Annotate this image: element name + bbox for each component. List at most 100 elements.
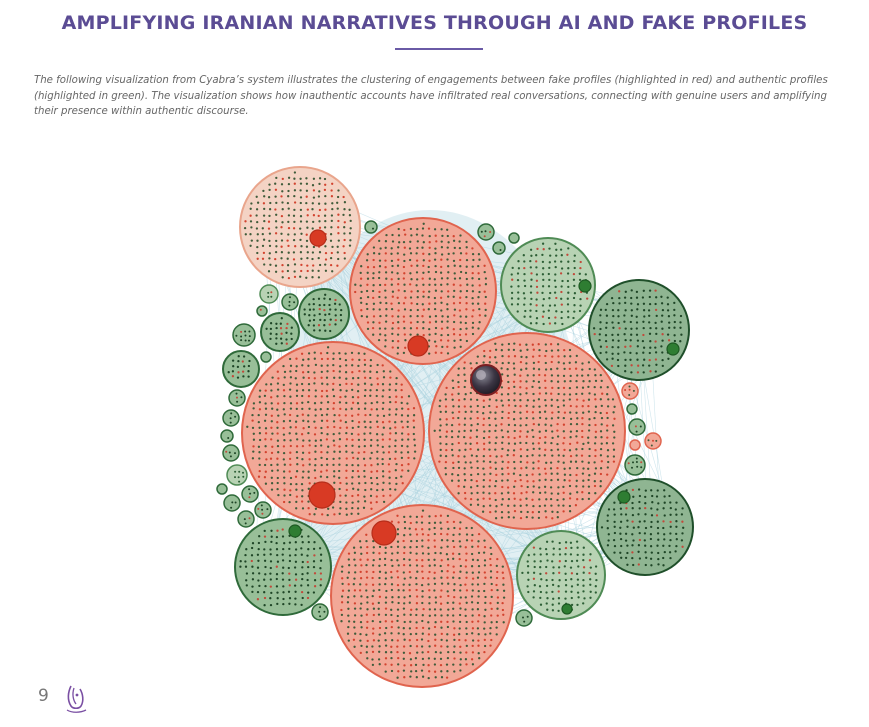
profile-dot <box>606 429 609 432</box>
profile-dot <box>601 392 604 395</box>
profile-dot <box>476 558 479 562</box>
profile-dot <box>568 348 572 352</box>
profile-dot <box>600 404 603 408</box>
profile-dot <box>397 589 400 592</box>
profile-dot <box>446 283 449 286</box>
profile-dot <box>458 527 462 530</box>
profile-dot <box>569 422 573 426</box>
profile-dot <box>535 273 539 276</box>
profile-dot <box>285 342 288 345</box>
profile-dot <box>363 363 367 366</box>
profile-dot <box>631 556 634 560</box>
profile-dot <box>337 257 340 261</box>
profile-dot <box>535 266 538 269</box>
profile-dot <box>268 214 271 218</box>
profile-dot <box>434 596 437 599</box>
profile-dot <box>434 601 438 604</box>
profile-dot <box>275 548 279 551</box>
profile-dot <box>548 304 552 307</box>
profile-dot <box>382 475 385 478</box>
profile-dot <box>428 234 431 238</box>
profile-dot <box>433 307 437 311</box>
profile-dot <box>530 297 533 301</box>
profile-dot <box>382 494 385 498</box>
profile-dot <box>552 597 555 600</box>
profile-dot <box>331 182 334 185</box>
profile-dot <box>464 546 467 549</box>
profile-dot <box>465 651 468 654</box>
profile-dot <box>588 418 591 421</box>
profile-dot <box>450 479 454 482</box>
profile-dot <box>376 488 379 492</box>
profile-dot <box>388 388 391 391</box>
profile-dot <box>350 512 353 515</box>
profile-dot <box>403 246 406 249</box>
profile-dot <box>562 430 565 433</box>
profile-dot <box>280 245 283 248</box>
profile-dot <box>573 266 576 270</box>
profile-dot <box>637 364 640 367</box>
profile-dot <box>458 277 462 280</box>
profile-dot <box>314 457 317 461</box>
profile-dot <box>635 461 638 463</box>
profile-dot <box>372 551 375 554</box>
profile-dot <box>356 390 360 393</box>
profile-dot <box>607 398 610 401</box>
profile-dot <box>263 263 266 266</box>
profile-dot <box>274 182 277 185</box>
profile-dot <box>428 608 431 611</box>
profile-dot <box>631 488 635 492</box>
profile-dot <box>359 570 362 574</box>
profile-dot <box>439 271 443 274</box>
profile-dot <box>440 589 443 592</box>
profile-dot <box>446 352 450 355</box>
profile-dot <box>480 230 483 233</box>
profile-dot <box>581 491 584 494</box>
profile-dot <box>647 439 650 442</box>
profile-dot <box>581 447 584 451</box>
profile-dot <box>317 276 321 279</box>
profile-dot <box>371 619 374 623</box>
profile-dot <box>421 595 424 598</box>
profile-dot <box>427 583 430 586</box>
profile-dot <box>365 315 369 318</box>
profile-dot <box>513 373 516 376</box>
profile-dot <box>458 246 462 250</box>
profile-dot <box>446 258 449 261</box>
profile-dot <box>648 358 651 362</box>
profile-dot <box>581 386 585 389</box>
profile-dot <box>352 638 356 641</box>
profile-dot <box>428 253 431 256</box>
profile-dot <box>624 301 627 305</box>
profile-dot <box>439 410 442 414</box>
profile-dot <box>257 420 260 424</box>
profile-dot <box>471 290 475 293</box>
profile-dot <box>520 510 523 514</box>
profile-dot <box>403 534 406 537</box>
profile-dot <box>270 414 273 417</box>
profile-dot <box>307 324 310 327</box>
profile-dot <box>289 451 292 454</box>
profile-dot <box>339 407 342 411</box>
profile-dot <box>319 475 323 478</box>
profile-dot <box>416 333 419 336</box>
profile-dot <box>526 585 529 588</box>
profile-dot <box>459 234 462 237</box>
profile-dot <box>476 422 479 426</box>
profile-dot <box>675 538 678 541</box>
profile-dot <box>343 221 346 224</box>
profile-dot <box>396 583 400 587</box>
profile-dot <box>371 650 375 654</box>
profile-dot <box>318 547 322 550</box>
profile-dot <box>397 656 400 660</box>
profile-dot <box>363 370 366 373</box>
profile-dot <box>464 565 467 568</box>
profile-dot <box>308 458 311 461</box>
profile-dot <box>369 476 373 480</box>
profile-dot <box>276 382 280 385</box>
profile-dot <box>452 259 456 263</box>
profile-dot <box>357 421 361 424</box>
profile-dot <box>589 583 592 586</box>
profile-dot <box>306 251 309 254</box>
profile-dot <box>471 271 474 275</box>
